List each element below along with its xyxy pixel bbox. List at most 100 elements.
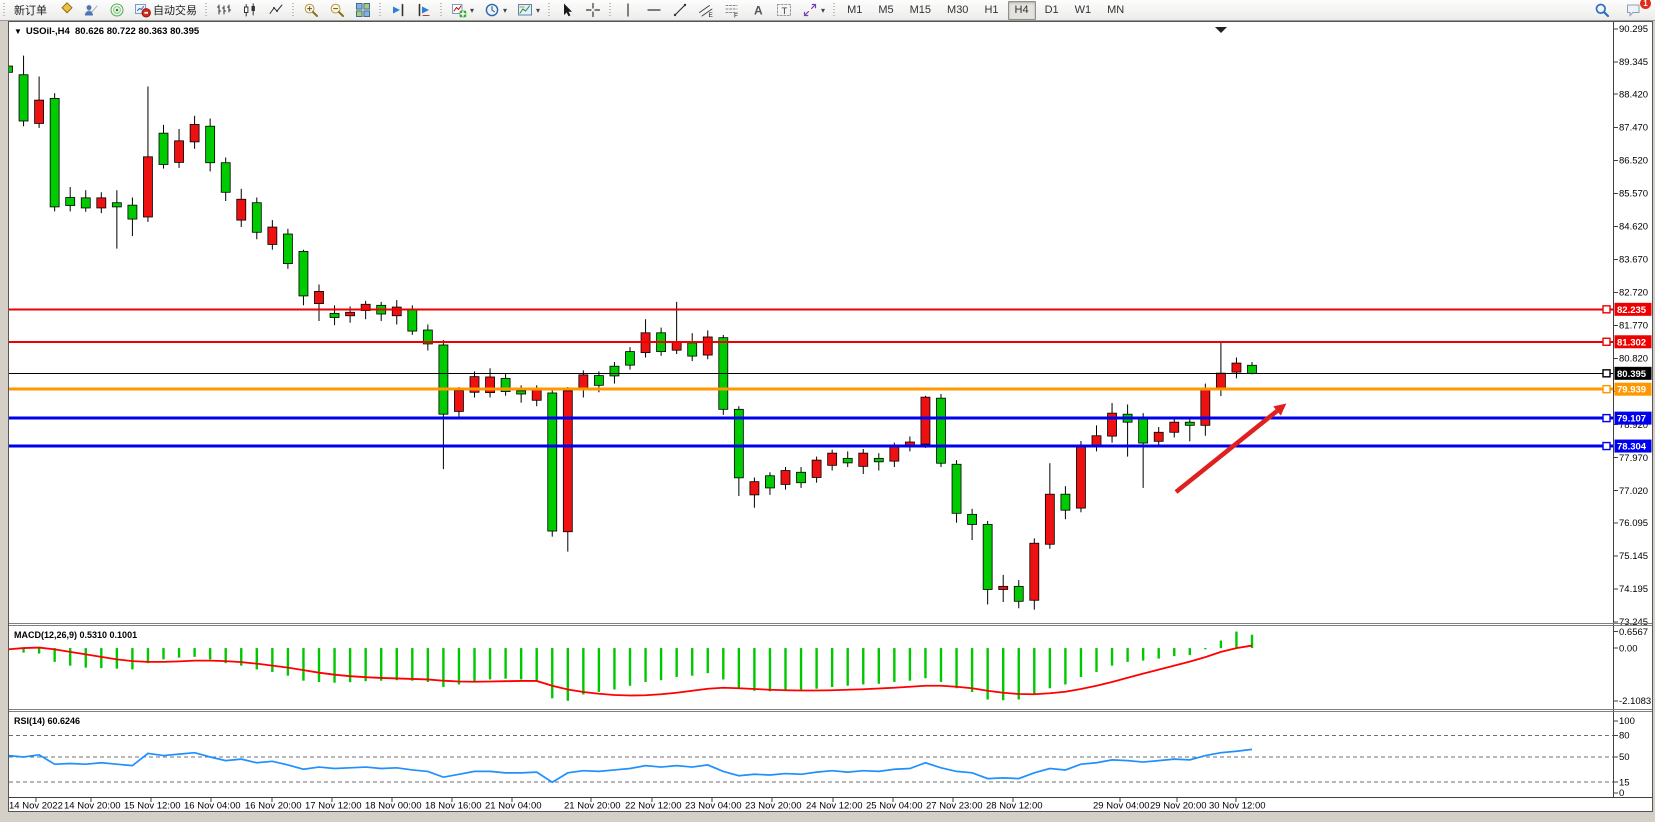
cursor-button[interactable] bbox=[555, 1, 579, 20]
toolbar-grip[interactable] bbox=[547, 3, 553, 17]
toolbar-grip[interactable] bbox=[2, 3, 7, 17]
candle-body bbox=[547, 392, 558, 532]
hline-anchor[interactable] bbox=[1602, 441, 1611, 451]
candle-body bbox=[1231, 362, 1242, 373]
chart-profile-button[interactable] bbox=[53, 1, 77, 20]
candle-body bbox=[407, 308, 418, 332]
toolbar-grip[interactable] bbox=[832, 3, 838, 17]
bar-chart-button[interactable] bbox=[212, 1, 236, 20]
fibonacci-button[interactable]: F bbox=[720, 1, 744, 20]
candle-body bbox=[485, 376, 495, 394]
chat-icon bbox=[1627, 4, 1640, 17]
templates-button[interactable]: ▾ bbox=[513, 1, 544, 20]
candle-body bbox=[1060, 493, 1071, 511]
search-button[interactable] bbox=[1590, 1, 1614, 20]
indicators-button[interactable]: ▾ bbox=[447, 1, 478, 20]
hline-anchor[interactable] bbox=[1602, 384, 1611, 394]
candle-body bbox=[174, 140, 184, 163]
toolbar-grip[interactable] bbox=[204, 3, 209, 17]
timeframe-w1[interactable]: W1 bbox=[1074, 4, 1092, 16]
toolbar-grip[interactable] bbox=[608, 3, 614, 17]
notifications-button[interactable]: 1 bbox=[1622, 0, 1651, 20]
periods-button[interactable]: ▾ bbox=[480, 1, 511, 20]
text-label-button[interactable]: T bbox=[772, 1, 796, 20]
market-watch-button[interactable] bbox=[79, 1, 103, 20]
timeframe-d1[interactable]: D1 bbox=[1044, 4, 1059, 16]
timeframe-h4[interactable]: H4 bbox=[1007, 0, 1036, 20]
hline-anchor[interactable] bbox=[1602, 305, 1611, 314]
toolbar-grip[interactable] bbox=[439, 3, 444, 17]
candle-body bbox=[749, 481, 760, 496]
tile-windows-button[interactable] bbox=[351, 1, 375, 20]
price-scale[interactable]: 90.295 89.345 88.420 87.470 86.520 85.570 84.6… bbox=[1613, 22, 1652, 799]
zoom-in-button[interactable] bbox=[299, 1, 323, 20]
channel-icon: E bbox=[699, 5, 714, 18]
arrows-button[interactable]: ▾ bbox=[798, 1, 829, 20]
price-tick-label: 84.620 bbox=[1619, 222, 1648, 233]
navigator-button[interactable] bbox=[105, 1, 129, 20]
timeframe-m1[interactable]: M1 bbox=[847, 4, 863, 16]
zoomout-icon bbox=[330, 3, 344, 17]
new-order-button[interactable]: 新订单 bbox=[10, 1, 51, 20]
autotrading-button[interactable]: 自动交易 bbox=[131, 1, 201, 20]
candlestick-chart-button[interactable] bbox=[238, 1, 262, 20]
zoom-out-button[interactable] bbox=[325, 1, 349, 20]
candle-body bbox=[111, 202, 122, 208]
one-click-trading-arrow[interactable]: ▼ bbox=[14, 27, 22, 36]
horizontal-line-button[interactable] bbox=[642, 1, 666, 20]
toolbar-group bbox=[554, 0, 606, 20]
price-tick-label: 85.570 bbox=[1619, 189, 1648, 200]
timeframe-m5[interactable]: M5 bbox=[878, 4, 894, 16]
candle-body bbox=[1091, 435, 1102, 446]
hline-anchor[interactable] bbox=[1602, 369, 1611, 378]
timeframe-m15[interactable]: M15 bbox=[909, 4, 932, 16]
trendline-button[interactable] bbox=[668, 1, 692, 20]
trend-arrow-object[interactable] bbox=[1174, 403, 1287, 494]
candle-body bbox=[469, 376, 480, 393]
text-button[interactable]: A bbox=[746, 1, 770, 20]
chart-shift-button[interactable] bbox=[386, 1, 410, 20]
symbol-period-label: USOil-,H4 bbox=[25, 26, 70, 37]
candle-body bbox=[609, 365, 620, 377]
dropdown-caret-icon[interactable]: ▾ bbox=[470, 5, 475, 15]
vertical-line-button[interactable] bbox=[616, 1, 640, 20]
autoscroll-icon bbox=[418, 3, 430, 17]
time-scale[interactable]: 14 Nov 2022 14 Nov 20:00 15 Nov 12:00 16 No… bbox=[9, 798, 1266, 811]
hline-anchor[interactable] bbox=[1602, 413, 1611, 423]
time-label: 22 Nov 12:00 bbox=[625, 801, 682, 812]
price-label-box bbox=[1614, 335, 1652, 349]
chart-canvas[interactable]: 90.295 89.345 88.420 87.470 86.520 85.570 84.6… bbox=[9, 22, 1652, 811]
toolbar-grip[interactable] bbox=[291, 3, 296, 17]
dropdown-caret-icon[interactable]: ▾ bbox=[536, 5, 541, 15]
timeframe-mn[interactable]: MN bbox=[1107, 4, 1125, 16]
rsi-scale-label: 15 bbox=[1619, 777, 1630, 788]
chart-shift-marker[interactable] bbox=[1215, 27, 1227, 33]
equidistant-channel-button[interactable]: E bbox=[694, 1, 718, 20]
crosshair-button[interactable] bbox=[581, 1, 605, 20]
toolbar-group bbox=[211, 0, 289, 20]
candle-body bbox=[1029, 542, 1040, 601]
price-label-78.304: 78.304 bbox=[1617, 442, 1647, 453]
time-label: 16 Nov 04:00 bbox=[184, 801, 241, 812]
dropdown-caret-icon[interactable]: ▾ bbox=[503, 5, 508, 15]
crosshair-icon bbox=[585, 2, 601, 18]
profile-icon bbox=[61, 2, 73, 14]
candle-body bbox=[298, 251, 309, 297]
trend-arrow-line[interactable] bbox=[1174, 409, 1279, 494]
candle-body bbox=[127, 204, 138, 220]
time-label: 15 Nov 12:00 bbox=[124, 801, 181, 812]
timeframe-m30[interactable]: M30 bbox=[947, 4, 969, 16]
chart-title: ▼ USOil-,H4 80.626 80.722 80.363 80.395 bbox=[14, 26, 199, 37]
person-icon bbox=[84, 5, 98, 16]
line-chart-button[interactable] bbox=[264, 1, 288, 20]
toolbar-grip[interactable] bbox=[378, 3, 383, 17]
auto-scroll-button[interactable] bbox=[412, 1, 436, 20]
hline-anchor[interactable] bbox=[1602, 337, 1611, 346]
candle-body bbox=[671, 341, 682, 351]
dropdown-caret-icon[interactable]: ▾ bbox=[821, 5, 826, 15]
tline-icon bbox=[673, 3, 687, 17]
fibo-icon: F bbox=[725, 5, 738, 18]
chart-window[interactable]: ▼ USOil-,H4 80.626 80.722 80.363 80.395 M… bbox=[8, 21, 1653, 812]
linechart-icon bbox=[269, 4, 283, 14]
timeframe-h1[interactable]: H1 bbox=[984, 4, 999, 16]
